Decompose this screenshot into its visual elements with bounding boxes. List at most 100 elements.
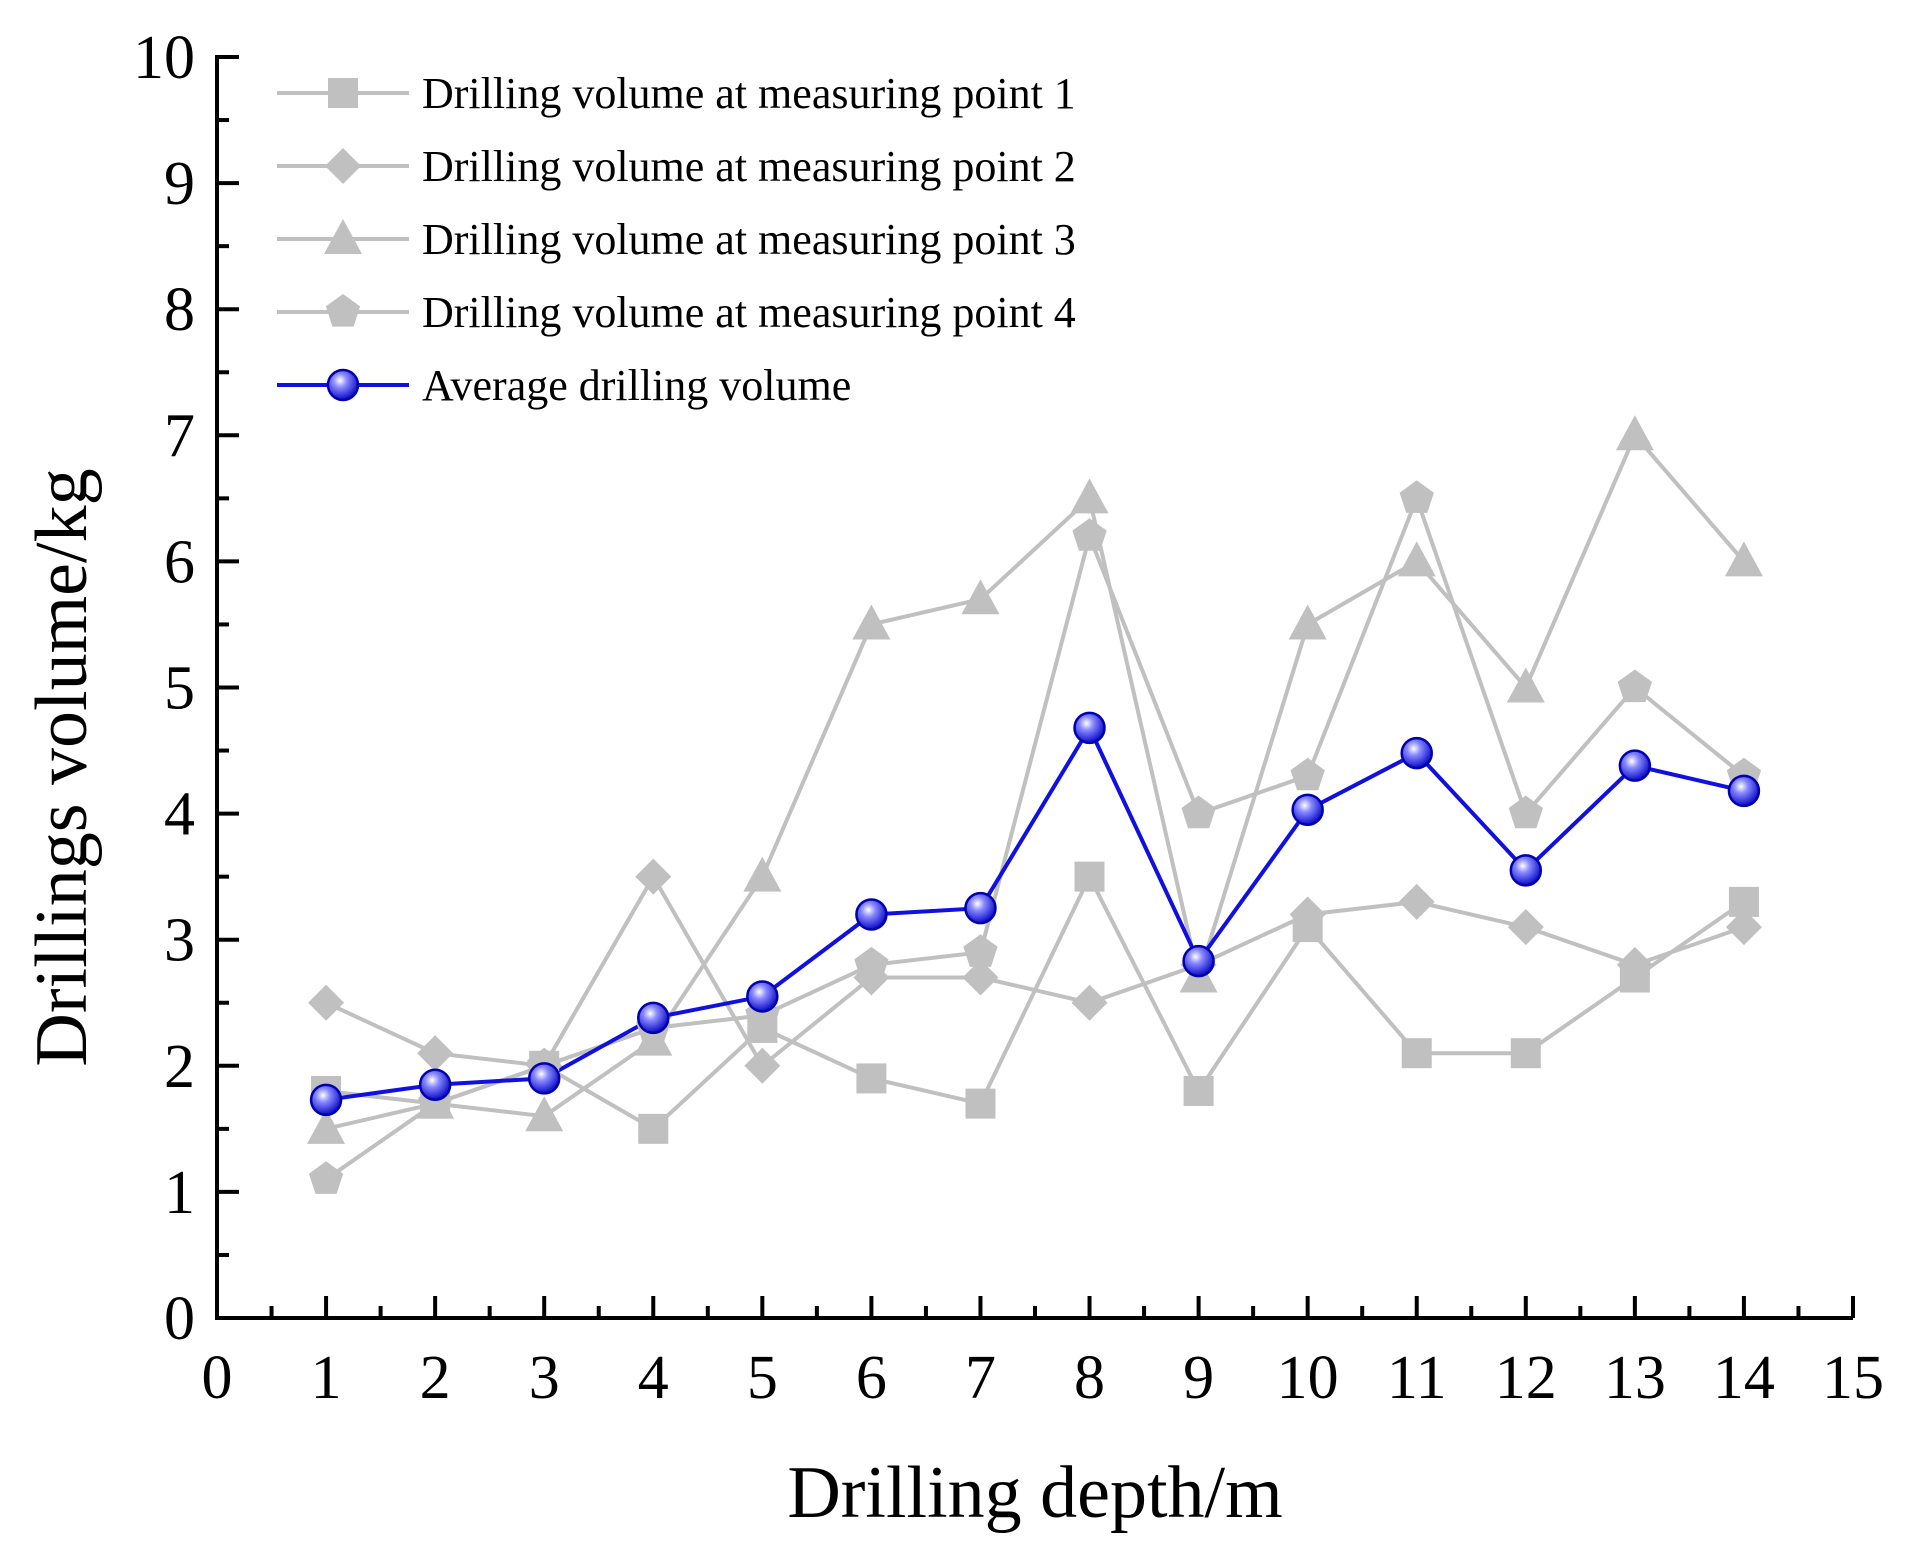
legend-marker-3 (324, 219, 362, 254)
series-4-point-8 (1072, 518, 1107, 551)
y-tick-label-3: 3 (164, 907, 195, 975)
series-4-point-11 (1399, 480, 1434, 513)
series-4-point-9 (1181, 795, 1216, 829)
y-tick-label-7: 7 (164, 402, 195, 470)
x-tick-label-0: 0 (202, 1344, 233, 1412)
x-tick-label-1: 1 (311, 1344, 342, 1412)
x-tick-label-14: 14 (1713, 1344, 1775, 1412)
legend-label-3: Drilling volume at measuring point 3 (422, 215, 1076, 264)
series-5-point-7 (964, 891, 997, 925)
x-tick-label-12: 12 (1495, 1344, 1557, 1412)
series-5-point-10 (1291, 793, 1324, 827)
y-tick-label-9: 9 (164, 150, 195, 218)
series-1-point-11 (1401, 1038, 1432, 1069)
series-line-3 (325, 431, 1746, 1131)
y-axis-title: Drillings volume/kg (21, 468, 103, 1066)
legend-marker-4 (325, 294, 361, 327)
series-lines (324, 431, 1746, 1181)
series-5-point-3 (527, 1062, 561, 1095)
legend-item-3: Drilling volume at measuring point 3 (277, 215, 1076, 264)
series-3-point-1 (307, 1108, 346, 1144)
x-tick-label-7: 7 (965, 1344, 996, 1412)
series-2-point-10 (1289, 896, 1326, 933)
series-2-point-12 (1507, 909, 1544, 946)
x-tick-label-4: 4 (638, 1344, 669, 1412)
series-5-point-2 (418, 1068, 452, 1101)
x-tick-label-8: 8 (1074, 1344, 1105, 1412)
x-tick-label-3: 3 (529, 1344, 560, 1412)
series-3-point-13 (1615, 415, 1654, 451)
series-5-point-5 (746, 980, 779, 1013)
series-3-point-12 (1506, 667, 1545, 703)
series-5-point-4 (637, 1001, 670, 1035)
series-line-5 (325, 723, 1745, 1102)
legend-marker-2 (325, 148, 361, 184)
series-5-point-11 (1400, 736, 1433, 770)
legend-item-2: Drilling volume at measuring point 2 (277, 142, 1076, 191)
series-1-point-12 (1510, 1038, 1541, 1069)
series-4-point-12 (1508, 795, 1543, 829)
legend-item-4: Drilling volume at measuring point 4 (277, 288, 1076, 337)
y-tick-label-0: 0 (164, 1285, 195, 1353)
y-tick-label-4: 4 (164, 781, 195, 849)
legend-label-4: Drilling volume at measuring point 4 (422, 288, 1076, 337)
series-2-point-1 (308, 984, 345, 1021)
series-line-4 (324, 492, 1746, 1181)
series-3-point-7 (961, 579, 1000, 615)
legend-label-5: Average drilling volume (422, 361, 851, 410)
series-1-point-6 (856, 1063, 887, 1094)
x-tick-label-2: 2 (420, 1344, 451, 1412)
series-3-point-6 (852, 604, 891, 640)
x-tick-label-10: 10 (1277, 1344, 1339, 1412)
axes (215, 55, 1855, 1320)
series-4-point-7 (963, 934, 998, 967)
series-2-point-14 (1725, 909, 1762, 946)
series-3-point-11 (1397, 541, 1436, 577)
series-5-point-1 (309, 1083, 343, 1117)
series-markers (307, 415, 1763, 1194)
series-1-point-9 (1183, 1076, 1214, 1107)
x-axis-title: Drilling depth/m (787, 1452, 1282, 1534)
series-2-point-7 (962, 959, 999, 996)
legend-label-1: Drilling volume at measuring point 1 (422, 69, 1076, 118)
legend: Drilling volume at measuring point 1 Dril… (277, 69, 1076, 410)
y-tick-label-1: 1 (164, 1159, 195, 1227)
y-tick-label-8: 8 (164, 276, 195, 344)
x-tick-label-11: 11 (1387, 1344, 1447, 1412)
series-2-point-8 (1071, 984, 1108, 1021)
series-5-point-13 (1618, 749, 1652, 782)
series-4-point-6 (854, 946, 889, 980)
series-1-point-7 (965, 1088, 996, 1119)
series-2-point-13 (1616, 946, 1653, 983)
series-3-point-3 (525, 1096, 564, 1132)
series-1-point-4 (638, 1113, 669, 1144)
series-3-point-5 (743, 856, 782, 892)
series-4-point-1 (308, 1161, 344, 1194)
series-5-point-6 (855, 898, 888, 931)
series-2-point-5 (744, 1047, 781, 1084)
y-tick-label-5: 5 (164, 655, 195, 723)
legend-item-1: Drilling volume at measuring point 1 (277, 69, 1076, 118)
x-tick-label-15: 15 (1822, 1344, 1884, 1412)
series-5-point-8 (1073, 711, 1106, 745)
x-tick-label-6: 6 (856, 1344, 887, 1412)
series-4-point-13 (1617, 669, 1652, 703)
legend-marker-1 (328, 78, 358, 108)
x-tick-label-13: 13 (1604, 1344, 1666, 1412)
series-3-point-10 (1288, 604, 1327, 640)
y-tick-label-2: 2 (164, 1033, 195, 1101)
x-tick-label-5: 5 (747, 1344, 778, 1412)
series-1-point-8 (1074, 861, 1105, 892)
series-4-point-10 (1290, 757, 1325, 791)
series-3-point-14 (1724, 541, 1763, 577)
x-tick-label-9: 9 (1183, 1344, 1214, 1412)
legend-item-5: Average drilling volume (277, 361, 851, 410)
series-2-point-2 (417, 1035, 454, 1072)
series-5-point-12 (1509, 854, 1543, 887)
series-line-2 (325, 872, 1745, 1069)
legend-marker-5 (326, 368, 360, 402)
legend-label-2: Drilling volume at measuring point 2 (422, 142, 1076, 191)
